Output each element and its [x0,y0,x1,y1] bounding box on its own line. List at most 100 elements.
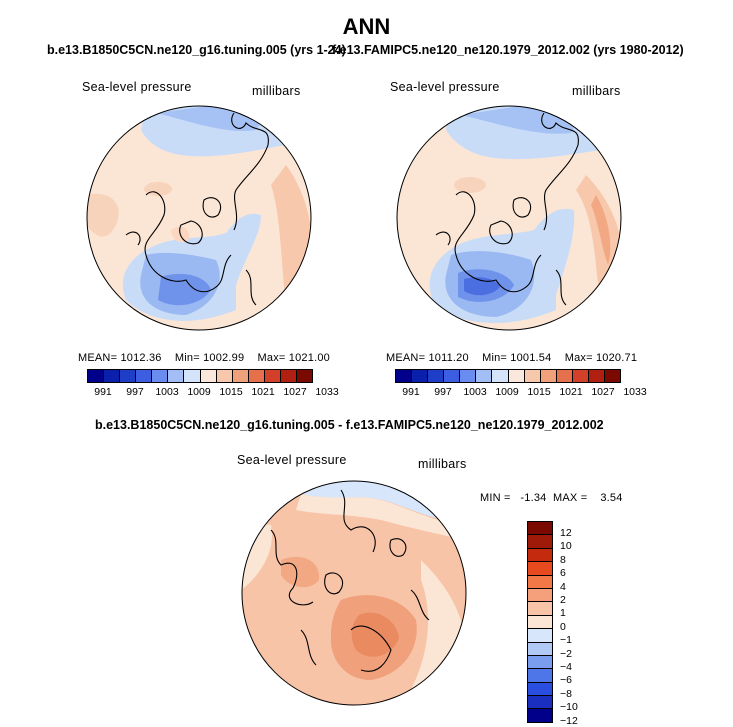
colorbar-tick-label: 1021 [559,386,583,398]
colorbar-swatch [528,682,552,697]
colorbar-swatch [264,370,281,382]
colorbar-tick-label: 12 [560,527,572,539]
diff-minmax: MIN = -1.34 MAX = 3.54 [480,492,623,504]
colorbar-tick-label: −2 [560,647,572,660]
colorbar-swatch [168,370,185,382]
colorbar-swatch [248,370,265,382]
colorbar-swatch [297,370,313,382]
colorbar-swatch [528,642,552,656]
colorbar-tick-label: 997 [126,386,144,398]
colorbar-tick-label: 2 [560,594,566,606]
left-colorbar [87,369,313,383]
colorbar-tick-label: −8 [560,687,572,700]
colorbar-tick-label: 1015 [219,386,243,398]
colorbar-tick-label: 1 [560,607,566,620]
colorbar-tick-label: 1027 [283,386,307,398]
colorbar-tick-label: 1009 [495,386,519,398]
colorbar-swatch [104,370,121,382]
colorbar-swatch [524,370,541,382]
colorbar-swatch [528,522,552,536]
colorbar-swatch [528,615,552,630]
colorbar-swatch [216,370,233,382]
colorbar-swatch [396,370,413,382]
colorbar-swatch [540,370,557,382]
colorbar-swatch [528,575,552,589]
diff-variable-label: Sea-level pressure [237,453,347,467]
left-colorbar-ticks: 991 997 1003 1009 1015 1021 1027 1033 [87,386,338,400]
left-case-title: b.e13.B1850C5CN.ne120_g16.tuning.005 (yr… [47,43,346,57]
colorbar-swatch [605,370,621,382]
diff-polar-map [241,480,467,706]
colorbar-swatch [460,370,477,382]
colorbar-tick-label: 0 [560,620,566,633]
colorbar-tick-label: 10 [560,540,572,553]
left-mean: MEAN= 1012.36 [78,352,162,364]
colorbar-tick-label: −1 [560,634,572,647]
colorbar-swatch [428,370,445,382]
right-stats: MEAN= 1011.20 Min= 1001.54 Max= 1020.71 [386,352,647,364]
colorbar-tick-label: 4 [560,580,566,593]
diff-colorbar-ticks: 12 10 8 6 4 2 1 0 −1 −2 −4 −6 −8 −10 −12 [560,521,600,727]
colorbar-swatch [588,370,606,382]
colorbar-tick-label: 997 [434,386,452,398]
right-mean: MEAN= 1011.20 [386,352,469,364]
colorbar-swatch [528,669,552,683]
colorbar-swatch [232,370,249,382]
diff-case-title: b.e13.B1850C5CN.ne120_g16.tuning.005 - f… [95,418,604,432]
colorbar-tick-label: 1009 [187,386,211,398]
colorbar-swatch [528,602,552,616]
colorbar-tick-label: 1027 [591,386,615,398]
colorbar-swatch [528,709,552,722]
colorbar-tick-label: 1021 [251,386,275,398]
colorbar-swatch [528,629,552,643]
right-min: Min= 1001.54 [482,352,552,364]
colorbar-tick-label: 1003 [463,386,487,398]
left-stats: MEAN= 1012.36 Min= 1002.99 Max= 1021.00 [78,352,340,364]
right-max: Max= 1020.71 [564,352,638,364]
diff-units-label: millibars [418,457,467,471]
colorbar-swatch [184,370,201,382]
colorbar-tick-label: 1033 [623,386,647,398]
right-colorbar [395,369,621,383]
colorbar-swatch [280,370,298,382]
right-units-label: millibars [572,84,621,98]
colorbar-swatch [492,370,509,382]
colorbar-tick-label: 991 [94,386,112,398]
colorbar-swatch [152,370,169,382]
colorbar-tick-label: −10 [560,701,578,714]
colorbar-swatch [508,370,525,382]
colorbar-tick-label: −12 [560,714,578,727]
colorbar-swatch [528,655,552,670]
colorbar-swatch [528,562,552,576]
colorbar-tick-label: 1003 [155,386,179,398]
left-variable-label: Sea-level pressure [82,80,192,94]
right-polar-map [396,105,622,331]
figure-title: ANN [342,14,391,39]
colorbar-tick-label: 991 [402,386,420,398]
colorbar-swatch [444,370,461,382]
colorbar-swatch [528,535,552,549]
colorbar-tick-label: 8 [560,553,566,566]
colorbar-swatch [572,370,589,382]
diff-colorbar [527,521,553,723]
left-min: Min= 1002.99 [174,352,245,364]
colorbar-swatch [528,588,552,603]
colorbar-swatch [476,370,493,382]
colorbar-tick-label: −4 [560,661,572,673]
left-polar-map [86,105,312,331]
colorbar-tick-label: 1015 [527,386,551,398]
colorbar-swatch [200,370,217,382]
colorbar-swatch [136,370,153,382]
left-units-label: millibars [252,84,301,98]
colorbar-tick-label: 6 [560,567,566,580]
colorbar-swatch [528,696,552,710]
colorbar-swatch [88,370,105,382]
right-colorbar-ticks: 991 997 1003 1009 1015 1021 1027 1033 [395,386,646,400]
colorbar-swatch [120,370,137,382]
left-max: Max= 1021.00 [257,352,330,364]
colorbar-tick-label: −6 [560,674,572,687]
colorbar-swatch [412,370,429,382]
right-variable-label: Sea-level pressure [390,80,500,94]
right-case-title: f.e13.FAMIPC5.ne120_ne120.1979_2012.002 … [332,43,684,57]
colorbar-swatch [528,548,552,563]
